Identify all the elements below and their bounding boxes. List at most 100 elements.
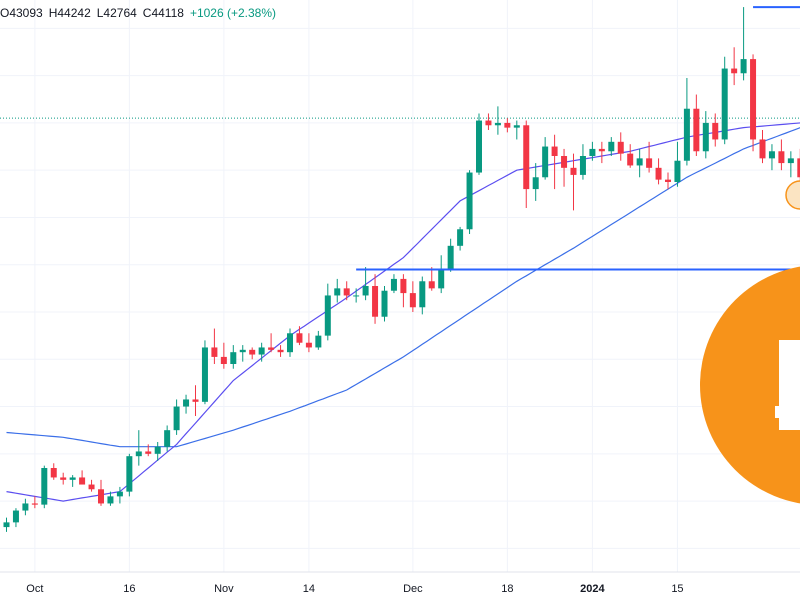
candle-body <box>126 456 133 492</box>
candle <box>759 130 766 164</box>
candle <box>381 286 388 322</box>
candle-body <box>447 245 454 270</box>
candle <box>239 345 246 362</box>
candle <box>579 144 586 180</box>
candle <box>438 255 445 294</box>
candle-body <box>731 68 738 74</box>
candle <box>646 141 653 173</box>
candle-body <box>22 503 29 511</box>
candle-body <box>740 59 747 74</box>
candle-body <box>107 496 114 504</box>
candle-body <box>192 399 199 402</box>
legend-high: H44242 <box>48 6 91 20</box>
candle <box>476 113 482 175</box>
candle-body <box>69 477 76 480</box>
candle-body <box>268 347 275 350</box>
horizontal-levels[interactable] <box>356 6 800 271</box>
candle-body <box>494 122 501 126</box>
candle-body <box>60 477 67 480</box>
candle-body <box>183 399 190 407</box>
candle-body <box>542 146 549 178</box>
candle-body <box>3 522 10 528</box>
candle-body <box>457 229 464 246</box>
candle-body <box>636 158 643 166</box>
candle-body <box>372 286 379 317</box>
candle-body <box>646 158 653 168</box>
candle <box>485 113 492 130</box>
candle-body <box>135 451 142 457</box>
candle-body <box>523 125 530 190</box>
candle <box>230 345 237 369</box>
candle <box>627 144 634 168</box>
candle <box>797 148 800 187</box>
candle <box>551 134 558 190</box>
candle <box>3 517 10 532</box>
candle-body <box>721 68 728 140</box>
candle-body <box>617 141 624 154</box>
legend-close: C44118 <box>142 6 184 20</box>
candle-body <box>400 278 407 294</box>
candle <box>740 7 747 81</box>
candle <box>390 274 397 294</box>
candles[interactable] <box>3 7 800 532</box>
candle-body <box>211 347 218 357</box>
candle <box>447 238 454 272</box>
candle <box>107 491 114 506</box>
candle <box>60 472 67 485</box>
candle-body <box>532 177 539 190</box>
candle <box>315 330 322 350</box>
x-tick-label: 18 <box>501 583 513 595</box>
candle-body <box>513 125 520 128</box>
candle-body <box>438 269 445 289</box>
candle <box>419 276 426 315</box>
candle <box>173 399 180 435</box>
candle-body <box>173 406 180 431</box>
candle <box>164 425 171 452</box>
candle <box>287 328 293 357</box>
candle-body <box>419 281 426 308</box>
candle-body <box>145 451 152 454</box>
candle <box>513 120 520 140</box>
candle-body <box>201 347 208 402</box>
candle <box>457 226 464 251</box>
candle <box>712 113 719 147</box>
candle-body <box>390 278 397 291</box>
candle <box>324 283 331 341</box>
candle <box>296 326 303 346</box>
candle <box>50 463 57 480</box>
candle-body <box>551 146 558 156</box>
candle-body <box>381 290 388 317</box>
candle <box>201 340 208 405</box>
candle <box>561 148 568 187</box>
candle-body <box>315 335 322 348</box>
candle <box>135 430 142 466</box>
candle <box>400 274 407 308</box>
candle-body <box>466 172 473 230</box>
legend-change: +1026 (+2.38%) <box>189 6 277 20</box>
candle-body <box>154 446 161 454</box>
candle <box>343 281 350 301</box>
candle-body <box>116 491 123 497</box>
candle-body <box>343 288 350 296</box>
candle <box>353 288 360 303</box>
candle <box>466 170 473 234</box>
moving-average-slow <box>6 127 800 448</box>
candle <box>98 479 104 506</box>
candle <box>126 453 133 497</box>
candle-body <box>220 356 227 364</box>
candle <box>409 281 416 312</box>
legend-open: O43093 <box>0 6 43 20</box>
candle-body <box>249 349 256 355</box>
candle-body <box>353 295 360 297</box>
candle-body <box>778 151 785 164</box>
candle <box>542 137 549 180</box>
candle <box>428 267 435 291</box>
candle <box>362 267 369 301</box>
candle-body <box>12 510 19 523</box>
candle <box>731 47 738 86</box>
candle <box>598 141 605 164</box>
x-tick-label: 14 <box>303 583 315 595</box>
candle-body <box>476 120 482 173</box>
